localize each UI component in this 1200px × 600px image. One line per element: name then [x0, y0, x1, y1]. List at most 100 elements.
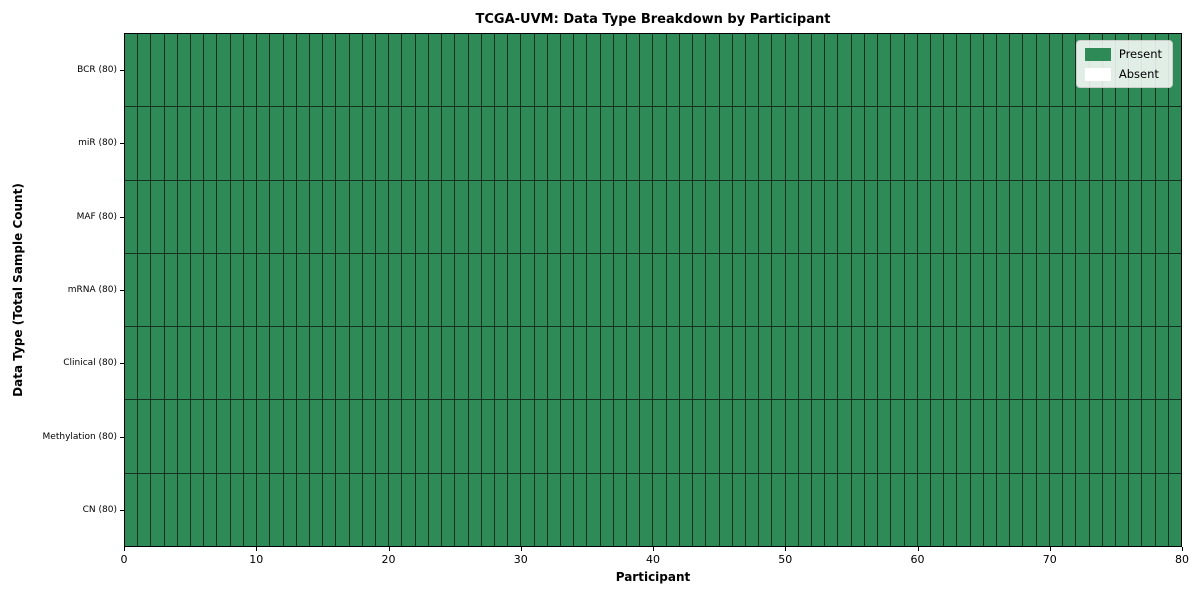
heatmap-cell	[191, 180, 204, 253]
heatmap-cell	[745, 180, 759, 253]
heatmap-cell	[428, 327, 442, 400]
heatmap-cell	[759, 34, 772, 107]
x-tick-label: 40	[646, 553, 660, 566]
heatmap-cell	[812, 473, 825, 546]
heatmap-cell	[309, 253, 323, 327]
heatmap-cell	[1076, 473, 1089, 546]
heatmap-cell	[561, 473, 574, 546]
heatmap-cell	[1063, 107, 1076, 180]
heatmap-cell	[1063, 34, 1076, 107]
heatmap-cell	[1089, 107, 1102, 180]
heatmap-cell	[798, 253, 812, 327]
heatmap-cell	[323, 253, 336, 327]
heatmap-cell	[957, 400, 970, 473]
heatmap-cell	[785, 327, 798, 400]
heatmap-cell	[283, 473, 296, 546]
heatmap-cell	[997, 34, 1010, 107]
x-tick-mark	[1182, 547, 1183, 551]
heatmap-cell	[891, 473, 904, 546]
heatmap-cell	[1010, 400, 1023, 473]
heatmap-cell	[455, 34, 468, 107]
heatmap-cell	[1142, 400, 1155, 473]
heatmap-cell	[376, 327, 389, 400]
heatmap-cell	[851, 180, 864, 253]
heatmap-cell	[349, 180, 362, 253]
heatmap-cell	[1155, 327, 1168, 400]
heatmap-cell	[825, 253, 838, 327]
heatmap-cell	[164, 327, 177, 400]
heatmap-cell	[494, 400, 508, 473]
heatmap-cell	[917, 327, 930, 400]
heatmap-cell	[719, 180, 732, 253]
heatmap-cell	[759, 107, 772, 180]
heatmap-cell	[1089, 253, 1102, 327]
heatmap-cell	[983, 34, 997, 107]
heatmap-cell	[930, 34, 944, 107]
heatmap-cell	[878, 107, 891, 180]
heatmap-cell	[1063, 253, 1076, 327]
heatmap-cell	[1049, 327, 1063, 400]
heatmap-cell	[679, 400, 693, 473]
heatmap-cell	[653, 400, 666, 473]
heatmap-cell	[1129, 180, 1142, 253]
heatmap-cell	[1049, 400, 1063, 473]
heatmap-cell	[957, 253, 970, 327]
heatmap-cell	[812, 180, 825, 253]
heatmap-cell	[1168, 107, 1181, 180]
heatmap-cell	[323, 400, 336, 473]
heatmap-cell	[1142, 180, 1155, 253]
heatmap-cell	[270, 107, 283, 180]
legend: Present Absent	[1075, 40, 1173, 88]
heatmap-cell	[1155, 180, 1168, 253]
heatmap-cell	[917, 34, 930, 107]
heatmap-cell	[666, 327, 679, 400]
heatmap-cell	[283, 400, 296, 473]
x-tick-label: 10	[249, 553, 264, 566]
heatmap-cell	[336, 34, 349, 107]
heatmap-cell	[534, 107, 547, 180]
heatmap-cell	[772, 473, 785, 546]
heatmap-cell	[970, 34, 983, 107]
heatmap-cell	[1168, 400, 1181, 473]
heatmap-cell	[125, 107, 138, 180]
heatmap-cell	[442, 107, 455, 180]
heatmap-cell	[296, 253, 309, 327]
heatmap-cell	[547, 107, 560, 180]
heatmap-cell	[1115, 253, 1129, 327]
heatmap-cell	[561, 180, 574, 253]
heatmap-cell	[693, 473, 706, 546]
heatmap-cell	[191, 327, 204, 400]
heatmap-cell	[191, 107, 204, 180]
heatmap-cell	[1102, 107, 1115, 180]
heatmap-cell	[838, 107, 851, 180]
heatmap-cell	[455, 400, 468, 473]
heatmap-cell	[851, 107, 864, 180]
heatmap-cell	[309, 400, 323, 473]
heatmap-cell	[944, 253, 957, 327]
x-tick-mark	[521, 547, 522, 551]
heatmap-cell	[917, 253, 930, 327]
heatmap-cell	[891, 327, 904, 400]
heatmap-cell	[191, 34, 204, 107]
heatmap-cell	[349, 473, 362, 546]
heatmap-cell	[627, 400, 640, 473]
heatmap-cell	[997, 473, 1010, 546]
heatmap-cell	[191, 473, 204, 546]
heatmap-cell	[706, 400, 719, 473]
heatmap-cell	[1129, 253, 1142, 327]
heatmap-cell	[534, 327, 547, 400]
heatmap-cell	[296, 400, 309, 473]
heatmap-cell	[666, 473, 679, 546]
heatmap-cell	[759, 180, 772, 253]
heatmap-cell	[270, 473, 283, 546]
heatmap-cell	[864, 473, 878, 546]
heatmap-cell	[851, 253, 864, 327]
heatmap-cell	[1023, 253, 1036, 327]
heatmap-cell	[864, 180, 878, 253]
heatmap-cell	[257, 400, 270, 473]
heatmap-cell	[389, 400, 402, 473]
heatmap-cell	[1155, 400, 1168, 473]
heatmap-cell	[468, 107, 481, 180]
heatmap-cell	[230, 180, 243, 253]
heatmap-cell	[693, 34, 706, 107]
